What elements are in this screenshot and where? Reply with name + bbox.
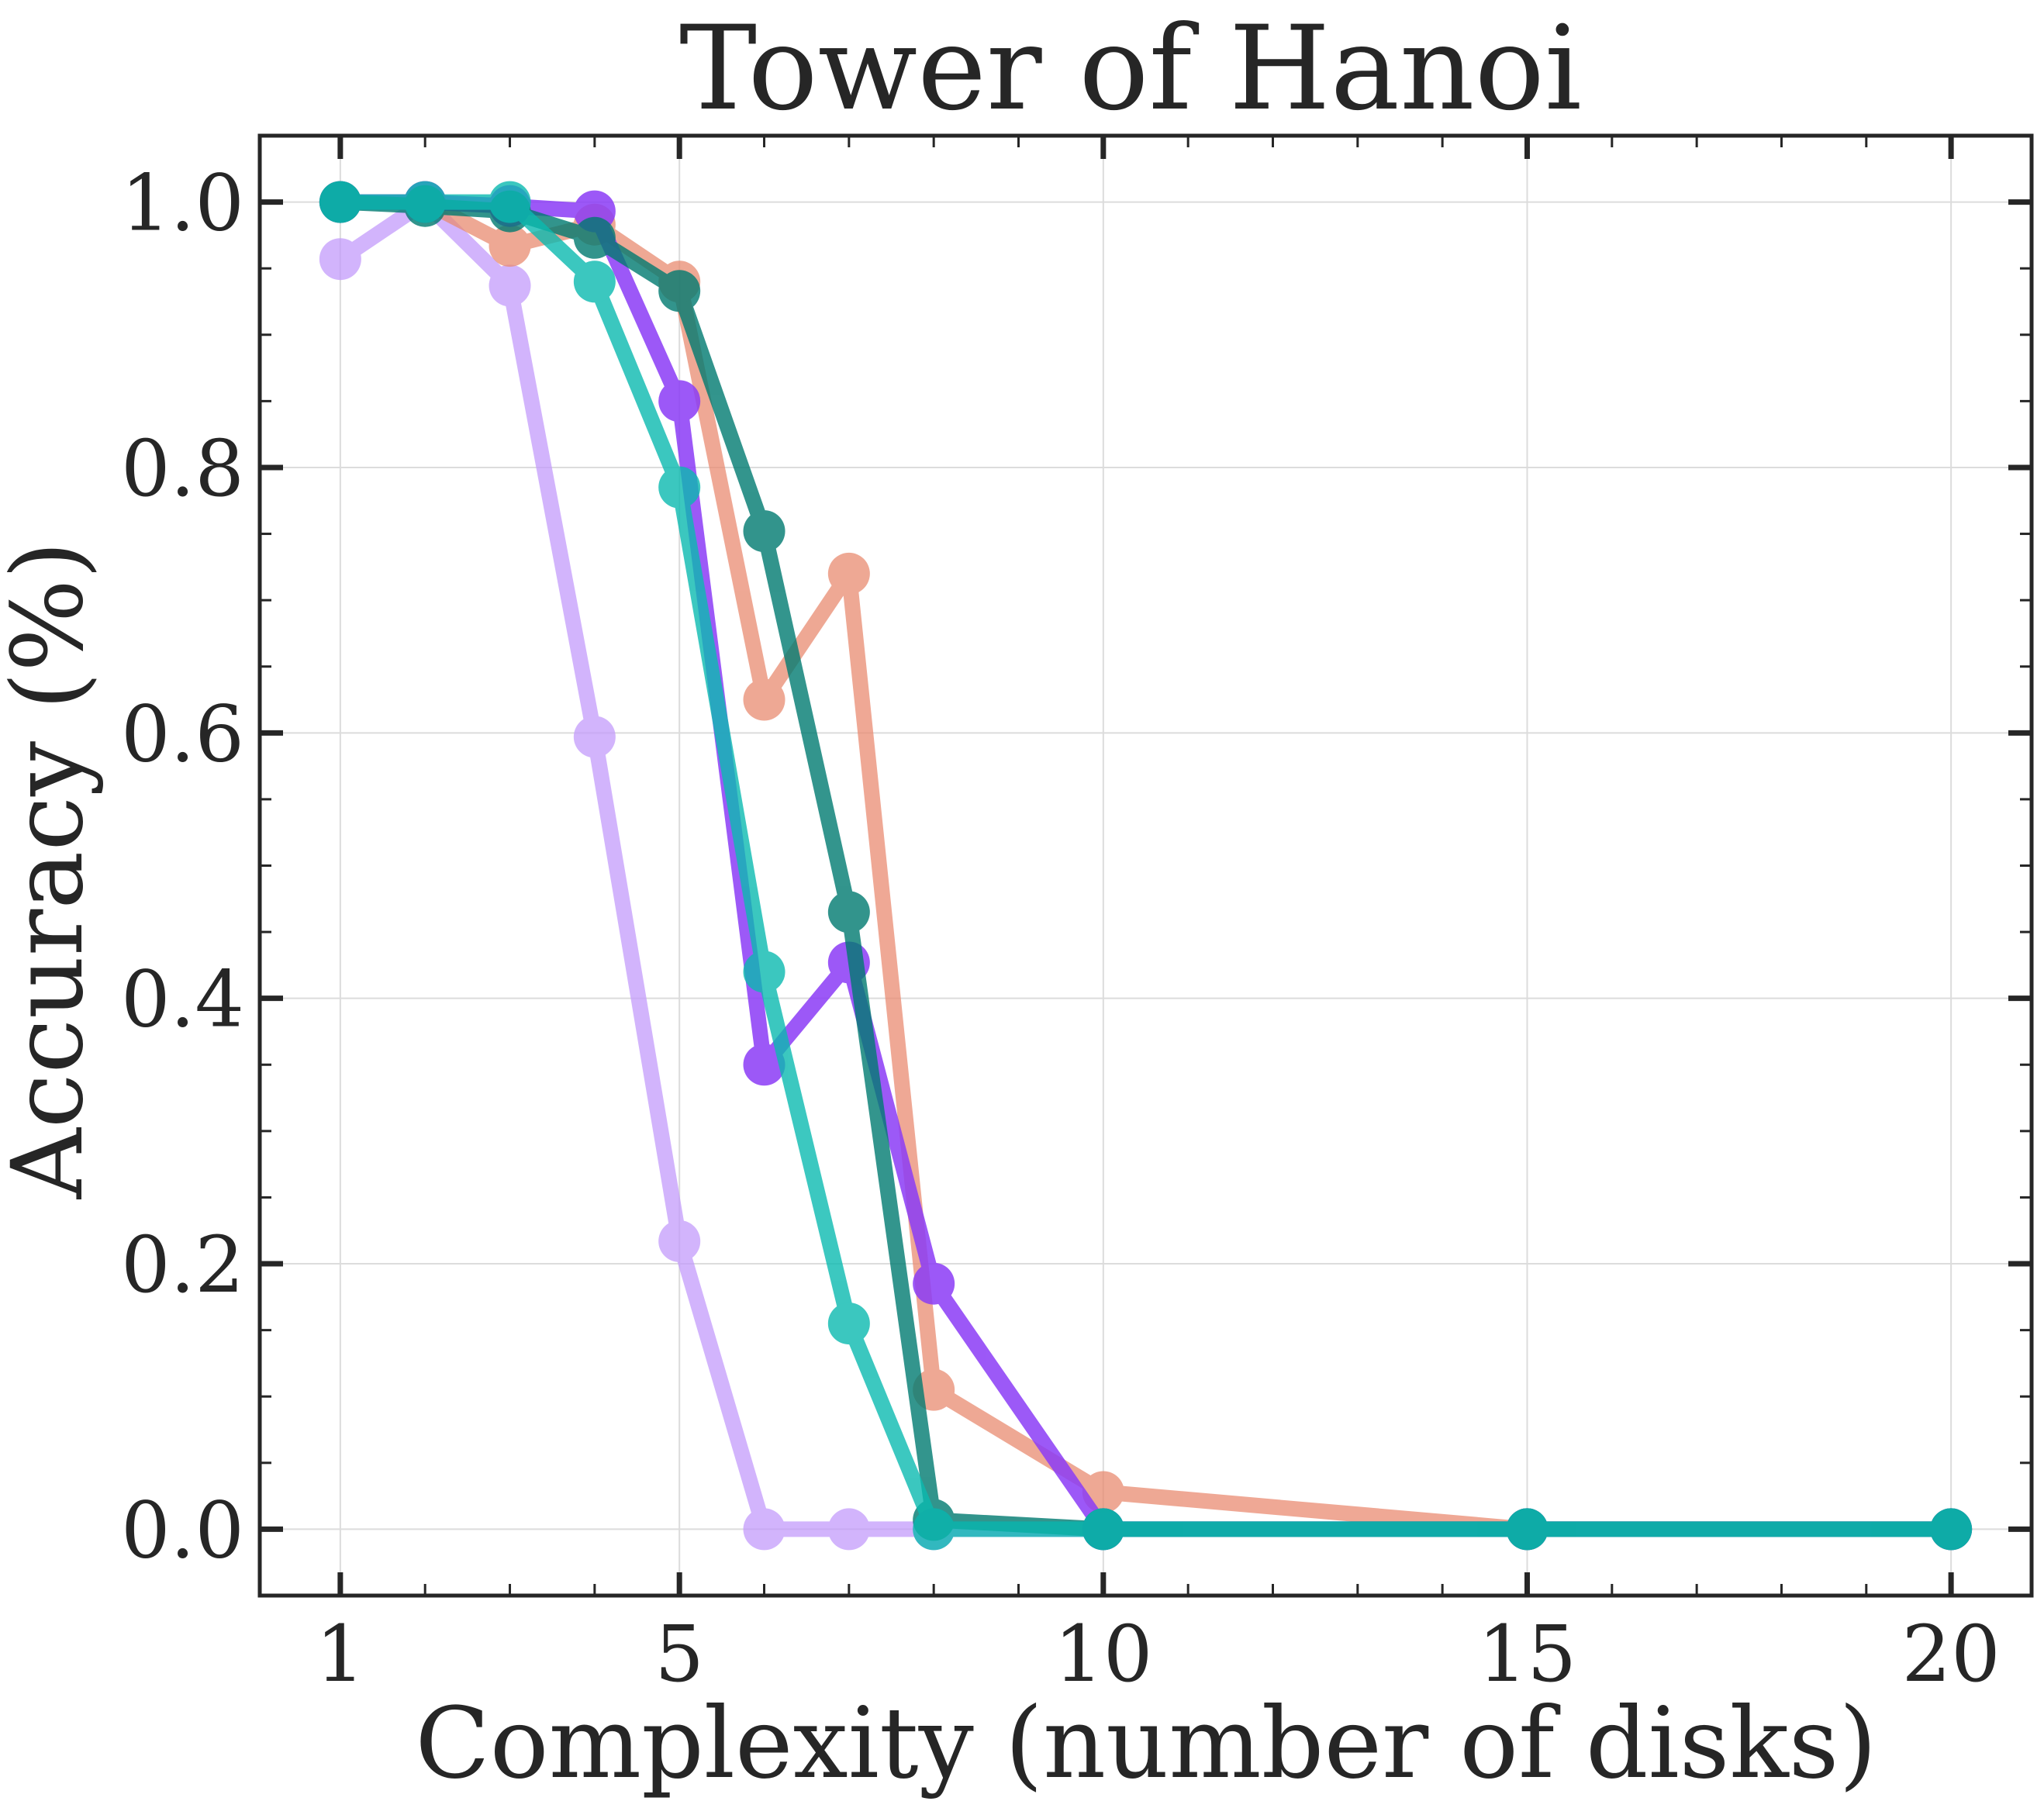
y-tick-label: 1.0 xyxy=(121,158,244,249)
x-tick-label: 20 xyxy=(1902,1609,2001,1699)
y-axis-label: Accuracy (%) xyxy=(0,541,105,1199)
y-tick-label: 0.6 xyxy=(121,688,244,779)
grid xyxy=(260,136,2032,1596)
data-point xyxy=(319,181,361,223)
data-point xyxy=(658,1220,701,1262)
y-tick-label: 0.4 xyxy=(121,954,244,1045)
x-axis-label: Complexity (number of disks) xyxy=(415,1686,1877,1800)
data-point xyxy=(573,716,616,758)
data-point xyxy=(1930,1508,1973,1551)
series-layer xyxy=(319,181,1973,1551)
series-5 xyxy=(319,181,1973,1551)
x-tick-label: 5 xyxy=(654,1609,704,1699)
data-point xyxy=(319,238,361,281)
data-point xyxy=(913,1262,955,1305)
data-point xyxy=(913,1508,955,1551)
data-point xyxy=(658,466,701,509)
x-tick-label: 1 xyxy=(316,1609,365,1699)
data-point xyxy=(1082,1508,1124,1551)
tick-labels: 1 5 10 15 200.00.20.40.60.81.0 xyxy=(121,158,2001,1699)
data-point xyxy=(827,1508,870,1551)
chart-title: Tower of Hanoi xyxy=(679,2,1582,136)
y-tick-label: 0.2 xyxy=(121,1220,244,1310)
data-point xyxy=(827,891,870,933)
data-point xyxy=(658,270,701,312)
data-point xyxy=(489,264,531,307)
y-tick-label: 0.0 xyxy=(121,1485,244,1575)
x-tick-label: 15 xyxy=(1478,1609,1576,1699)
y-tick-label: 0.8 xyxy=(121,423,244,514)
data-point xyxy=(573,261,616,303)
data-point xyxy=(404,181,447,223)
data-point xyxy=(743,1508,785,1551)
data-point xyxy=(827,1303,870,1345)
data-point xyxy=(489,181,531,223)
data-point xyxy=(573,216,616,259)
ticks xyxy=(260,136,2032,1596)
data-point xyxy=(1506,1508,1549,1551)
data-point xyxy=(743,510,785,553)
data-point xyxy=(743,678,785,721)
data-point xyxy=(827,552,870,595)
data-point xyxy=(658,380,701,423)
data-point xyxy=(743,951,785,993)
data-point xyxy=(743,1044,785,1086)
x-tick-label: 10 xyxy=(1054,1609,1152,1699)
data-point xyxy=(489,225,531,267)
